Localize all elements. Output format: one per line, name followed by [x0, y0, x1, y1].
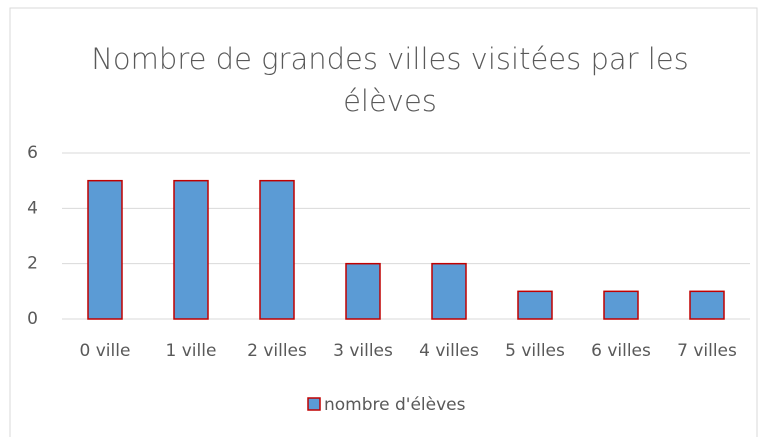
bar	[87, 179, 123, 320]
x-tick-label: 5 villes	[505, 341, 565, 361]
x-tick-label: 3 villes	[333, 341, 393, 361]
chart-title: Nombre de grandes villes visitées par le…	[91, 42, 689, 118]
bar	[689, 290, 725, 320]
x-tick-label: 6 villes	[591, 341, 651, 361]
y-tick-label: 2	[27, 254, 38, 274]
chart-border	[9, 7, 758, 437]
bar	[173, 179, 209, 320]
x-tick-label: 4 villes	[419, 341, 479, 361]
bar	[517, 290, 553, 320]
x-tick-label: 1 ville	[166, 341, 217, 361]
legend-swatch	[307, 397, 321, 411]
bar	[431, 262, 467, 320]
y-tick-label: 0	[27, 309, 38, 329]
bar	[259, 179, 295, 320]
x-tick-label: 2 villes	[247, 341, 307, 361]
y-tick-label: 4	[27, 198, 38, 218]
legend-label: nombre d'élèves	[324, 395, 466, 415]
x-tick-label: 7 villes	[677, 341, 737, 361]
x-tick-label: 0 ville	[80, 341, 131, 361]
y-tick-label: 6	[27, 143, 38, 163]
bar	[603, 290, 639, 320]
bar	[345, 262, 381, 320]
